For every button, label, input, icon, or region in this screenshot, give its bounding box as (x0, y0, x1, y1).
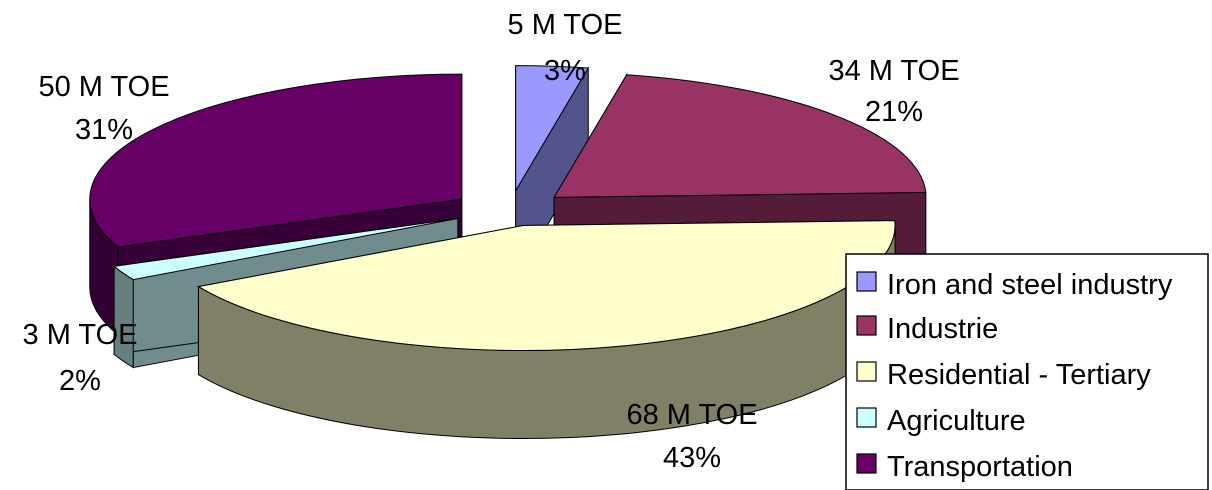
pie-slice-top-agriculture (112, 218, 458, 281)
data-label-value-transportation: 50 M TOE (38, 71, 169, 103)
legend-label-agriculture: Agriculture (887, 405, 1026, 437)
pie-slices (89, 65, 927, 440)
data-label-percent-industrie: 21% (865, 96, 923, 128)
legend-swatch-industrie (856, 315, 877, 336)
pie-slice-wall-agriculture (113, 265, 134, 369)
pie-slice-top-industrie (553, 74, 927, 198)
data-label-percent-residential: 43% (663, 442, 721, 474)
data-label-value-residential: 68 M TOE (626, 399, 757, 431)
legend-swatch-agriculture (856, 407, 877, 428)
legend-label-iron: Iron and steel industry (887, 269, 1173, 301)
legend-label-industrie: Industrie (887, 313, 998, 345)
legend-label-residential: Residential - Tertiary (887, 359, 1151, 391)
legend-swatch-transportation (856, 453, 877, 474)
legend: Iron and steel industry Industrie Reside… (845, 253, 1209, 490)
data-label-percent-iron: 3% (544, 55, 586, 87)
data-label-value-industrie: 34 M TOE (828, 55, 959, 87)
data-label-percent-agriculture: 2% (59, 365, 101, 397)
legend-swatch-residential (856, 361, 877, 382)
pie-slice-top-transportation (89, 73, 463, 248)
legend-swatch-iron (856, 271, 877, 292)
legend-label-transportation: Transportation (887, 451, 1073, 483)
data-label-value-iron: 5 M TOE (508, 9, 623, 41)
data-label-percent-transportation: 31% (75, 114, 133, 146)
data-label-value-agriculture: 3 M TOE (23, 319, 138, 351)
legend-box (845, 253, 1209, 490)
pie-slice-residential (197, 220, 896, 440)
pie-slice-top-iron (515, 65, 590, 193)
